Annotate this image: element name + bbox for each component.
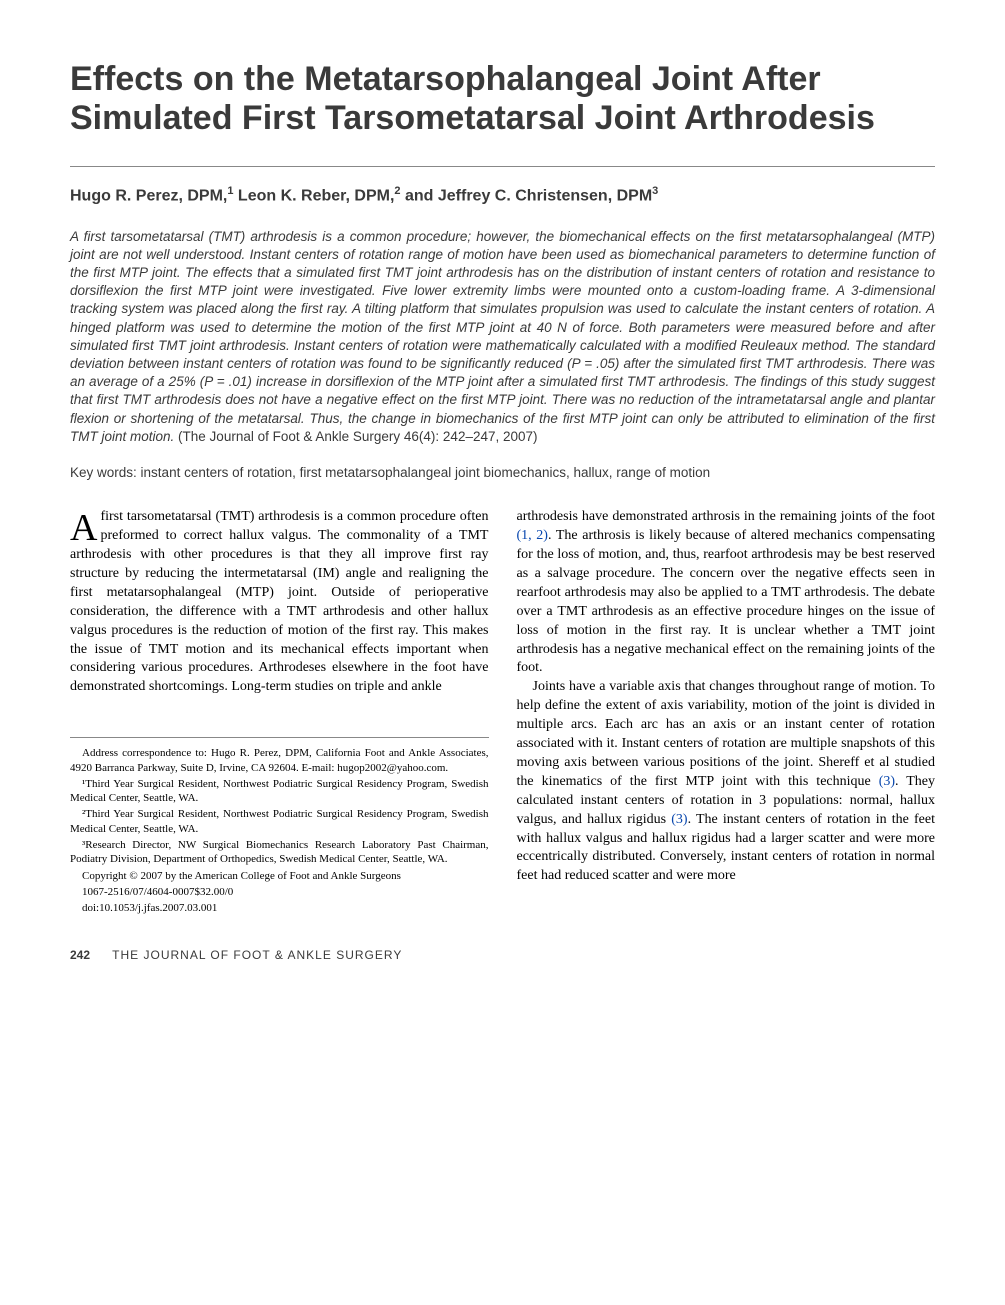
title-divider [70,166,935,167]
dropcap: A [70,508,100,544]
page-number: 242 [70,948,90,962]
footnote-correspondence: Address correspondence to: Hugo R. Perez… [70,746,489,775]
column-right: arthrodesis have demonstrated arthrosis … [517,508,936,917]
body-columns: A first tarsometatarsal (TMT) arthrodesi… [70,508,935,917]
footnote-copyright: Copyright © 2007 by the American College… [70,869,489,883]
body-col2-para-1: arthrodesis have demonstrated arthrosis … [517,508,936,678]
col2-p2-text-a: Joints have a variable axis that changes… [517,679,936,788]
body-para-1: A first tarsometatarsal (TMT) arthrodesi… [70,508,489,697]
footnote-issn: 1067-2516/07/4604-0007$32.00/0 [70,885,489,899]
footnote-doi: doi:10.1053/j.jfas.2007.03.001 [70,901,489,915]
abstract-block: A first tarsometatarsal (TMT) arthrodesi… [70,228,935,447]
article-title: Effects on the Metatarsophalangeal Joint… [70,60,935,138]
keywords-block: Key words: instant centers of rotation, … [70,464,935,482]
footnote-affiliation-2: ²Third Year Surgical Resident, Northwest… [70,807,489,836]
body-col2-para-2: Joints have a variable axis that changes… [517,678,936,886]
footnote-divider [70,737,489,738]
citation-link-3a[interactable]: (3) [879,774,895,789]
footnotes-block: Address correspondence to: Hugo R. Perez… [70,746,489,915]
col2-p1-text-b: . The arthrosis is likely because of alt… [517,528,936,675]
footnote-affiliation-3: ³Research Director, NW Surgical Biomecha… [70,838,489,867]
keywords-text: instant centers of rotation, first metat… [141,465,711,480]
authors-line: Hugo R. Perez, DPM,1 Leon K. Reber, DPM,… [70,185,935,205]
column-left: A first tarsometatarsal (TMT) arthrodesi… [70,508,489,917]
journal-name-footer: THE JOURNAL OF FOOT & ANKLE SURGERY [112,948,402,962]
abstract-text: A first tarsometatarsal (TMT) arthrodesi… [70,229,935,444]
abstract-citation: (The Journal of Foot & Ankle Surgery 46(… [178,429,537,444]
keywords-label: Key words: [70,465,137,480]
col2-p1-text-a: arthrodesis have demonstrated arthrosis … [517,509,936,524]
citation-link-3b[interactable]: (3) [671,812,687,827]
citation-link-1-2[interactable]: (1, 2) [517,528,548,543]
footnote-affiliation-1: ¹Third Year Surgical Resident, Northwest… [70,777,489,806]
page-footer: 242 THE JOURNAL OF FOOT & ANKLE SURGERY [70,948,935,962]
body-col1-text: first tarsometatarsal (TMT) arthrodesis … [70,509,489,694]
